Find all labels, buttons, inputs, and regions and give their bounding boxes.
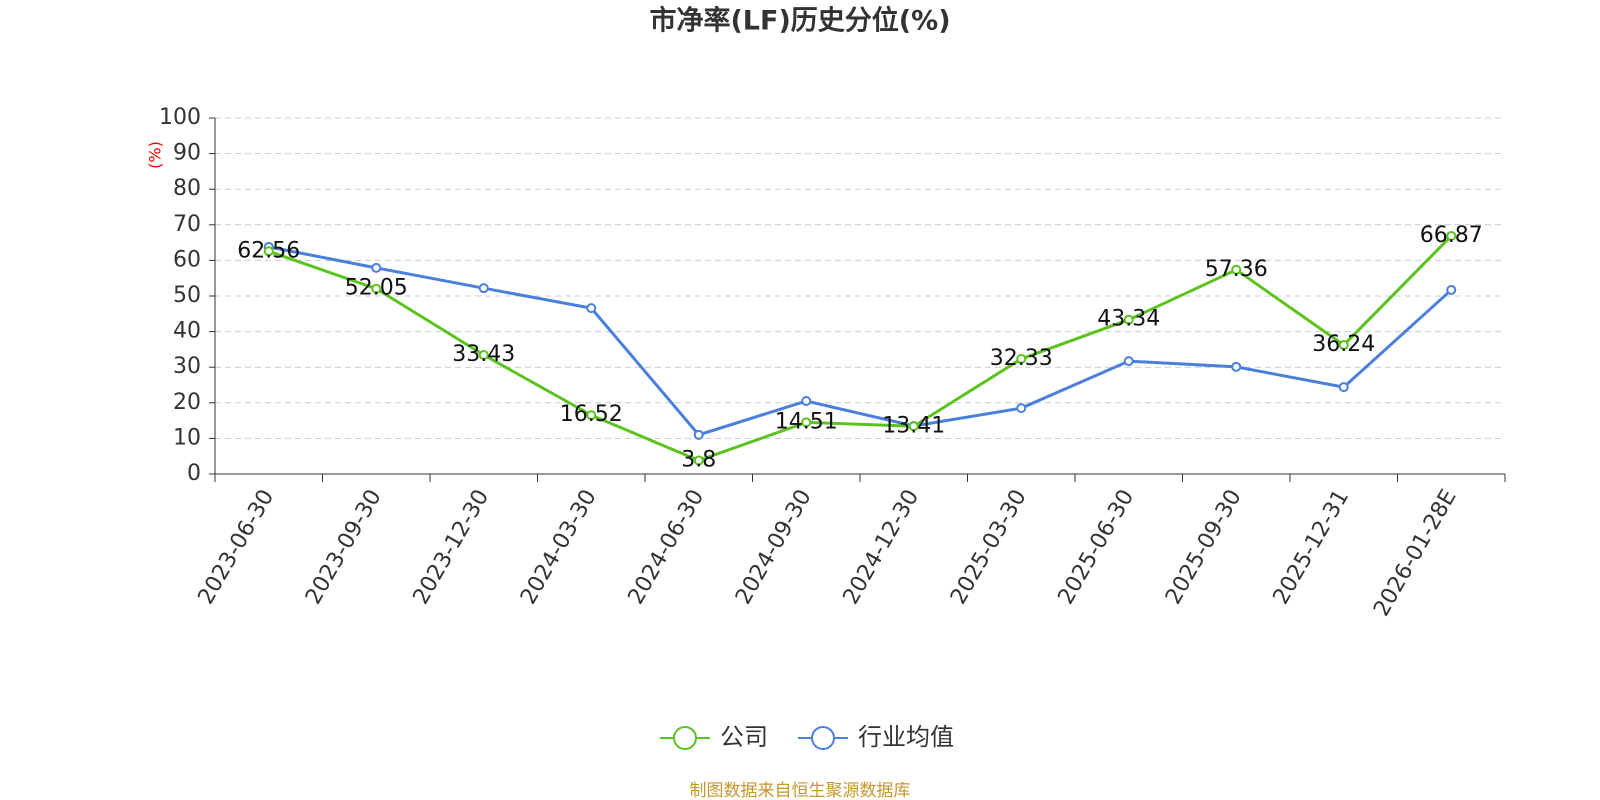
- x-tick-label: 2024-06-30: [624, 486, 710, 609]
- x-tick-label: 2025-09-30: [1161, 486, 1247, 609]
- data-label: 57.36: [1205, 257, 1268, 282]
- legend-marker: [673, 726, 697, 750]
- x-tick-label: 2026-01-28E: [1369, 486, 1462, 621]
- data-point: [478, 283, 489, 294]
- legend-label: 行业均值: [858, 723, 954, 751]
- data-label: 66.87: [1420, 223, 1483, 248]
- data-point: [263, 246, 274, 257]
- x-tick-label: 2025-06-30: [1054, 486, 1140, 609]
- x-tick-label: 2024-03-30: [516, 486, 602, 609]
- data-point: [1123, 356, 1134, 367]
- y-axis-label: (%): [146, 141, 165, 169]
- data-label: 62.56: [237, 238, 300, 263]
- data-point: [478, 349, 489, 360]
- data-point: [1016, 403, 1027, 414]
- data-label: 32.33: [990, 346, 1053, 371]
- x-tick-label: 2023-06-30: [194, 486, 280, 609]
- y-tick-label: 40: [173, 319, 201, 344]
- data-point: [1446, 230, 1457, 241]
- legend-marker: [811, 726, 835, 750]
- data-point: [693, 455, 704, 466]
- series-line: [268, 245, 1453, 437]
- data-label: 13.41: [882, 413, 945, 438]
- data-point: [1446, 284, 1457, 295]
- data-point: [586, 410, 597, 421]
- data-point: [1338, 339, 1349, 350]
- data-point: [586, 303, 597, 314]
- data-point: [371, 283, 382, 294]
- data-point: [1123, 314, 1134, 325]
- legend-label: 公司: [720, 723, 768, 751]
- data-point: [1231, 361, 1242, 372]
- data-point: [908, 421, 919, 432]
- data-point: [693, 429, 704, 440]
- data-label: 16.52: [560, 402, 623, 427]
- chart-title: 市净率(LF)历史分位(%): [649, 5, 950, 37]
- data-point: [801, 396, 812, 407]
- data-point: [801, 417, 812, 428]
- data-point: [371, 262, 382, 273]
- x-tick-label: 2025-03-30: [946, 486, 1032, 609]
- y-tick-label: 60: [173, 247, 201, 272]
- data-point: [1338, 382, 1349, 393]
- data-label: 43.34: [1097, 307, 1160, 332]
- data-label: 14.51: [775, 409, 838, 434]
- source-note: 制图数据来自恒生聚源数据库: [690, 781, 911, 800]
- y-tick-label: 30: [173, 354, 201, 379]
- y-tick-label: 90: [173, 141, 201, 166]
- y-tick-label: 100: [159, 105, 201, 130]
- data-point: [1016, 353, 1027, 364]
- data-point: [1231, 264, 1242, 275]
- y-tick-label: 20: [173, 390, 201, 415]
- series-line: [268, 234, 1453, 463]
- x-tick-label: 2025-12-31: [1269, 486, 1355, 609]
- x-tick-label: 2024-09-30: [731, 486, 817, 609]
- x-tick-label: 2024-12-30: [839, 486, 925, 609]
- y-tick-label: 70: [173, 212, 201, 237]
- data-label: 36.24: [1312, 332, 1375, 357]
- y-tick-label: 0: [187, 461, 201, 486]
- data-label: 33.43: [452, 342, 515, 367]
- y-tick-label: 50: [173, 283, 201, 308]
- data-label: 52.05: [345, 276, 408, 301]
- y-tick-label: 80: [173, 176, 201, 201]
- y-tick-label: 10: [173, 425, 201, 450]
- data-label: 3.8: [681, 447, 716, 472]
- x-tick-label: 2023-09-30: [301, 486, 387, 609]
- x-tick-label: 2023-12-30: [409, 486, 495, 609]
